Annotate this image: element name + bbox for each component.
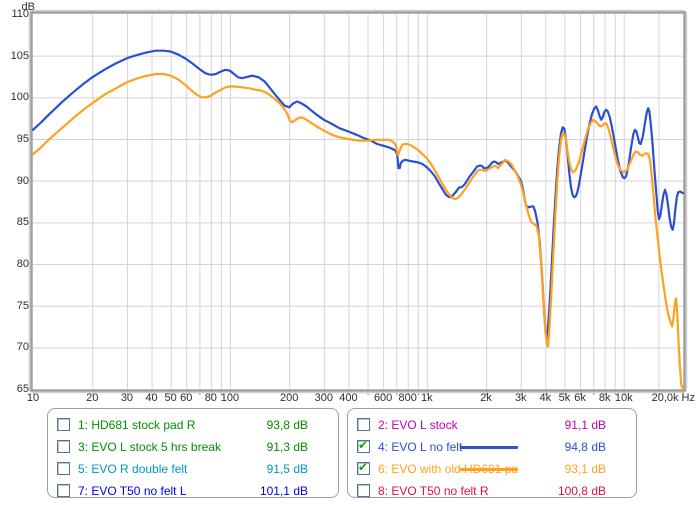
y-axis-unit-label: dB bbox=[21, 1, 35, 13]
x-tick-label: 800 bbox=[398, 392, 417, 404]
x-tick-label: 80 bbox=[204, 392, 217, 404]
y-tick-label: 65 bbox=[16, 383, 29, 395]
trace-level-value: 91,5 dB bbox=[266, 462, 308, 476]
trace-visibility-checkbox[interactable]: ✔ bbox=[357, 438, 370, 453]
legend-row: ✔ 3: EVO L stock 5 hrs break 91,3 dB bbox=[48, 436, 338, 458]
x-tick-label: 20,0k Hz bbox=[651, 392, 695, 404]
x-tick-label: 40 bbox=[145, 392, 158, 404]
x-tick-label: 600 bbox=[373, 392, 393, 404]
frequency-response-chart bbox=[28, 9, 688, 395]
x-tick-label: 6k bbox=[574, 392, 586, 404]
trace-evo-l-no-felt bbox=[31, 49, 685, 339]
trace-line-sample bbox=[460, 446, 518, 449]
x-tick-label: 300 bbox=[314, 392, 334, 404]
legend-row: ✔ 8: EVO T50 no felt R 100,8 dB bbox=[348, 480, 636, 502]
y-tick-label: 80 bbox=[16, 258, 29, 270]
checkmark-icon: ✔ bbox=[358, 460, 369, 474]
trace-label[interactable]: 8: EVO T50 no felt R bbox=[378, 484, 489, 498]
plot-outer-border bbox=[28, 9, 688, 394]
x-tick-label: 10 bbox=[26, 392, 40, 404]
trace-level-value: 101,1 dB bbox=[259, 484, 308, 498]
trace-visibility-checkbox[interactable]: ✔ bbox=[57, 484, 70, 497]
y-tick-label: 105 bbox=[10, 49, 29, 62]
y-tick-label: 85 bbox=[16, 216, 29, 229]
trace-level-value: 91,3 dB bbox=[266, 440, 308, 454]
y-tick-label: 110 bbox=[11, 8, 29, 20]
x-tick-label: 60 bbox=[180, 392, 193, 404]
x-tick-label: 8k bbox=[598, 392, 611, 404]
legend-box-right: ✔ 2: EVO L stock 91,1 dB ✔ 4: EVO L no felt 9… bbox=[347, 408, 637, 498]
trace-visibility-checkbox[interactable]: ✔ bbox=[57, 462, 70, 475]
legend-row: ✔ 2: EVO L stock 91,1 dB bbox=[348, 414, 636, 436]
x-tick-label: 1k bbox=[421, 392, 433, 404]
x-tick-label: 200 bbox=[279, 392, 299, 404]
trace-label[interactable]: 5: EVO R double felt bbox=[78, 462, 188, 476]
trace-label[interactable]: 1: HD681 stock pad R bbox=[78, 418, 196, 432]
trace-level-value: 93,8 dB bbox=[266, 418, 308, 432]
checkmark-icon: ✔ bbox=[358, 438, 369, 452]
legend-row: ✔ 7: EVO T50 no felt L 101,1 dB bbox=[48, 480, 338, 502]
x-tick-label: 5k bbox=[558, 392, 571, 404]
x-tick-label: 10k bbox=[614, 392, 633, 404]
trace-visibility-checkbox[interactable]: ✔ bbox=[57, 440, 70, 453]
legend-row: ✔ 4: EVO L no felt 94,8 dB bbox=[348, 436, 636, 458]
trace-label[interactable]: 3: EVO L stock 5 hrs break bbox=[78, 440, 221, 454]
x-tick-label: 4k bbox=[539, 392, 552, 404]
trace-label[interactable]: 7: EVO T50 no felt L bbox=[78, 484, 187, 498]
x-tick-label: 3k bbox=[514, 392, 527, 404]
trace-level-value: 93,1 dB bbox=[564, 462, 606, 476]
trace-line-sample bbox=[460, 468, 518, 471]
trace-label[interactable]: 2: EVO L stock bbox=[378, 418, 458, 432]
trace-level-value: 100,8 dB bbox=[557, 484, 606, 498]
y-tick-label: 100 bbox=[10, 91, 29, 104]
legend-row: ✔ 5: EVO R double felt 91,5 dB bbox=[48, 458, 338, 480]
x-tick-label: 30 bbox=[120, 392, 134, 404]
trace-level-value: 94,8 dB bbox=[564, 440, 606, 454]
trace-visibility-checkbox[interactable]: ✔ bbox=[357, 460, 370, 475]
x-tick-label: 2k bbox=[480, 392, 492, 404]
trace-visibility-checkbox[interactable]: ✔ bbox=[57, 418, 70, 431]
x-tick-label: 20 bbox=[86, 392, 99, 404]
x-tick-label: 50 bbox=[164, 392, 177, 404]
y-tick-label: 90 bbox=[16, 174, 29, 187]
trace-level-value: 91,1 dB bbox=[564, 418, 606, 432]
x-tick-label: 100 bbox=[220, 392, 240, 404]
y-tick-label: 75 bbox=[16, 299, 29, 312]
legend-row: ✔ 6: EVO with old HD681 pa 93,1 dB bbox=[348, 458, 636, 480]
legend-row: ✔ 1: HD681 stock pad R 93,8 dB bbox=[48, 414, 338, 436]
trace-visibility-checkbox[interactable]: ✔ bbox=[357, 418, 370, 431]
y-tick-label: 70 bbox=[16, 341, 29, 354]
trace-visibility-checkbox[interactable]: ✔ bbox=[357, 484, 370, 497]
legend-box-left: ✔ 1: HD681 stock pad R 93,8 dB ✔ 3: EVO L st… bbox=[47, 408, 339, 498]
x-tick-label: 400 bbox=[339, 392, 358, 404]
trace-evo-with-old-hd681-pa bbox=[31, 72, 685, 391]
trace-label[interactable]: 6: EVO with old HD681 pa bbox=[378, 462, 519, 476]
plot-border bbox=[30, 11, 686, 392]
y-tick-label: 95 bbox=[16, 133, 29, 145]
trace-label[interactable]: 4: EVO L no felt bbox=[378, 440, 463, 454]
